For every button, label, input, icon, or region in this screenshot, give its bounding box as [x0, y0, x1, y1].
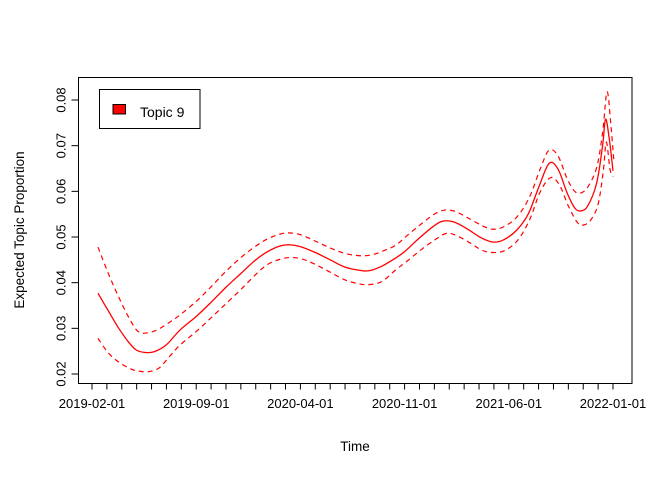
y-tick-label: 0.07: [54, 133, 69, 158]
x-tick-label: 2022-01-01: [580, 396, 647, 411]
y-tick-label: 0.03: [54, 316, 69, 341]
series-upper-ci-line: [97, 91, 615, 334]
x-tick-label: 2020-11-01: [372, 396, 438, 411]
x-tick-label: 2019-02-01: [59, 396, 126, 411]
series-lower-ci-line: [97, 141, 614, 373]
legend: Topic 9: [99, 89, 201, 129]
x-tick-label: 2021-06-01: [476, 396, 543, 411]
y-tick-label: 0.08: [54, 87, 69, 112]
x-tick-label: 2020-04-01: [267, 396, 334, 411]
legend-swatch: [113, 104, 126, 114]
y-tick-label: 0.02: [54, 361, 69, 386]
series-mean-line: [97, 118, 614, 354]
y-axis-title: Expected Topic Proportion: [12, 151, 27, 308]
y-tick-label: 0.05: [54, 224, 69, 249]
plot-box: [78, 77, 633, 384]
legend-label: Topic 9: [140, 104, 185, 120]
y-tick-label: 0.06: [54, 179, 69, 204]
y-axis: 0.02 0.03 0.04 0.05 0.06 0.07 0.08: [54, 87, 79, 387]
y-tick-label: 0.04: [54, 270, 69, 295]
series-lines: [97, 91, 615, 373]
x-tick-label: 2019-09-01: [163, 396, 230, 411]
x-axis-title: Time: [340, 439, 370, 454]
legend-swatch-border: [112, 104, 126, 115]
x-axis: 2019-02-01 2019-09-01 2020-04-01 2020-11-01…: [59, 383, 647, 411]
